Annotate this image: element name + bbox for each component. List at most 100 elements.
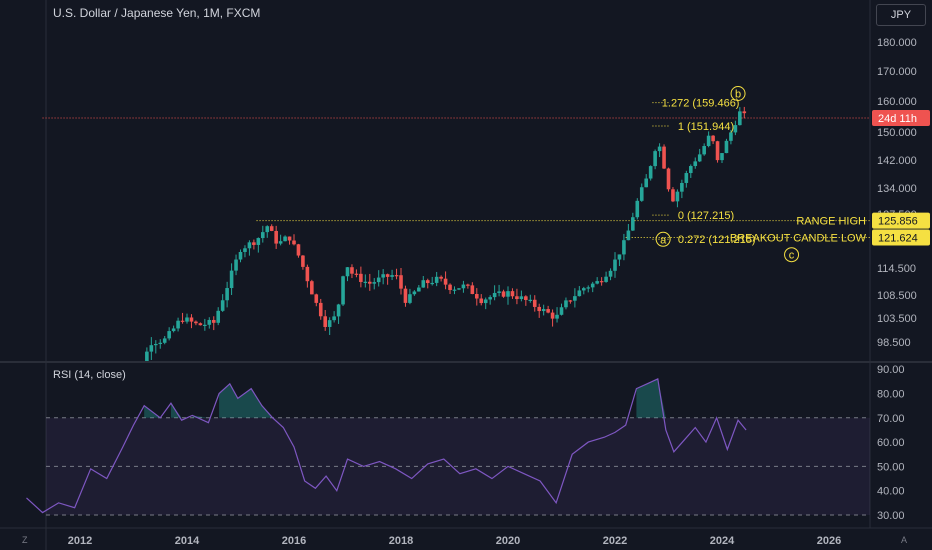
candle-body bbox=[434, 276, 439, 283]
candle-body bbox=[385, 274, 390, 277]
candle-body bbox=[738, 111, 742, 126]
candle-body bbox=[720, 153, 724, 161]
candle-body bbox=[492, 292, 497, 298]
price-tick-label: 180.000 bbox=[877, 37, 917, 49]
candle-body bbox=[394, 275, 399, 277]
candle-body bbox=[145, 351, 149, 361]
auto-scale-icon[interactable]: A bbox=[901, 535, 908, 545]
candle-body bbox=[608, 270, 613, 277]
fib-label: 1.272 (159.466) bbox=[662, 98, 740, 110]
fib-label: BREAKOUT CANDLE LOW bbox=[730, 233, 867, 245]
price-tick-label: 170.000 bbox=[877, 66, 917, 78]
candle-body bbox=[167, 331, 171, 339]
rsi-tick-label: 90.00 bbox=[877, 364, 905, 376]
candle-body bbox=[162, 338, 167, 343]
candle-body bbox=[283, 236, 287, 242]
candles bbox=[145, 106, 747, 361]
candle-body bbox=[483, 299, 488, 304]
candle-body bbox=[363, 281, 368, 283]
candle-body bbox=[546, 309, 550, 313]
candle-body bbox=[243, 248, 247, 252]
rsi-tick-label: 70.00 bbox=[877, 413, 905, 425]
price-tick-label: 134.000 bbox=[877, 183, 917, 195]
candle-body bbox=[238, 251, 243, 260]
candle-body bbox=[425, 280, 430, 284]
candle-body bbox=[292, 240, 296, 245]
candle-body bbox=[211, 319, 216, 323]
wave-label: a bbox=[660, 234, 667, 246]
candle-body bbox=[403, 288, 408, 303]
fib-annotations: 1.272 (159.466) 1 (151.944) 0 (127.215) 0.2… bbox=[652, 86, 867, 263]
candle-body bbox=[541, 309, 546, 312]
price-tag-label: 24d 11h bbox=[878, 113, 917, 125]
z-icon[interactable]: Z bbox=[22, 535, 28, 545]
candle-body bbox=[452, 289, 457, 291]
candle-body bbox=[586, 287, 591, 289]
chart-title: U.S. Dollar / Japanese Yen, 1M, FXCM bbox=[53, 6, 261, 20]
time-tick-label: 2022 bbox=[603, 535, 627, 547]
price-tick-label: 142.000 bbox=[877, 155, 917, 167]
candle-body bbox=[501, 291, 506, 297]
candle-body bbox=[666, 168, 671, 190]
candle-body bbox=[296, 244, 301, 256]
candle-body bbox=[595, 281, 599, 284]
candle-body bbox=[421, 280, 426, 288]
candle-body bbox=[515, 296, 519, 300]
rsi-overbought-fill bbox=[636, 378, 666, 418]
candle-body bbox=[715, 141, 720, 161]
price-tick-label: 150.000 bbox=[877, 127, 917, 139]
candle-body bbox=[474, 293, 479, 299]
wave-circle bbox=[784, 247, 800, 263]
wave-label: b bbox=[735, 89, 741, 101]
candle-body bbox=[599, 281, 604, 283]
candle-body bbox=[318, 302, 323, 317]
candle-body bbox=[252, 242, 256, 245]
candle-body bbox=[693, 161, 698, 167]
candle-body bbox=[626, 230, 631, 241]
candle-body bbox=[408, 294, 412, 303]
price-axis[interactable]: 98.500103.500108.500114.500121.500127.50… bbox=[872, 37, 930, 522]
candle-body bbox=[229, 270, 234, 289]
candle-body bbox=[354, 273, 359, 275]
rsi-overbought-fill bbox=[219, 383, 273, 418]
candle-body bbox=[729, 132, 733, 141]
candle-body bbox=[581, 288, 586, 291]
candle-body bbox=[381, 274, 385, 278]
candle-body bbox=[613, 259, 617, 271]
time-tick-label: 2014 bbox=[175, 535, 200, 547]
candle-body bbox=[604, 276, 608, 282]
candle-body bbox=[479, 298, 484, 304]
time-axis[interactable]: 2012 2014 2016 2018 2020 2022 2024 2026 bbox=[68, 535, 841, 547]
candle-body bbox=[488, 297, 492, 300]
candle-body bbox=[461, 284, 466, 289]
currency-button[interactable]: JPY bbox=[876, 4, 926, 26]
candle-body bbox=[711, 135, 715, 142]
candle-body bbox=[185, 317, 189, 322]
candle-body bbox=[671, 189, 675, 202]
candle-body bbox=[528, 299, 533, 301]
candle-body bbox=[662, 146, 666, 169]
time-tick-label: 2018 bbox=[389, 535, 413, 547]
wave-circle bbox=[655, 231, 671, 247]
rsi-tick-label: 40.00 bbox=[877, 486, 905, 498]
candle-body bbox=[220, 300, 225, 311]
candle-body bbox=[497, 291, 501, 293]
rsi-overbought-fill bbox=[170, 403, 182, 418]
candle-body bbox=[653, 151, 657, 167]
candle-body bbox=[519, 296, 524, 300]
candle-body bbox=[417, 287, 421, 292]
candle-body bbox=[345, 267, 350, 277]
fib-label: 0 (127.215) bbox=[678, 210, 734, 222]
candle-body bbox=[225, 288, 229, 301]
candle-body bbox=[310, 281, 314, 295]
candle-body bbox=[274, 230, 278, 244]
candle-body bbox=[305, 266, 310, 282]
candle-body bbox=[256, 238, 261, 245]
candle-body bbox=[532, 299, 537, 307]
candle-body bbox=[314, 294, 319, 303]
time-tick-label: 2016 bbox=[282, 535, 306, 547]
candle-body bbox=[153, 343, 158, 346]
candle-body bbox=[555, 314, 559, 319]
